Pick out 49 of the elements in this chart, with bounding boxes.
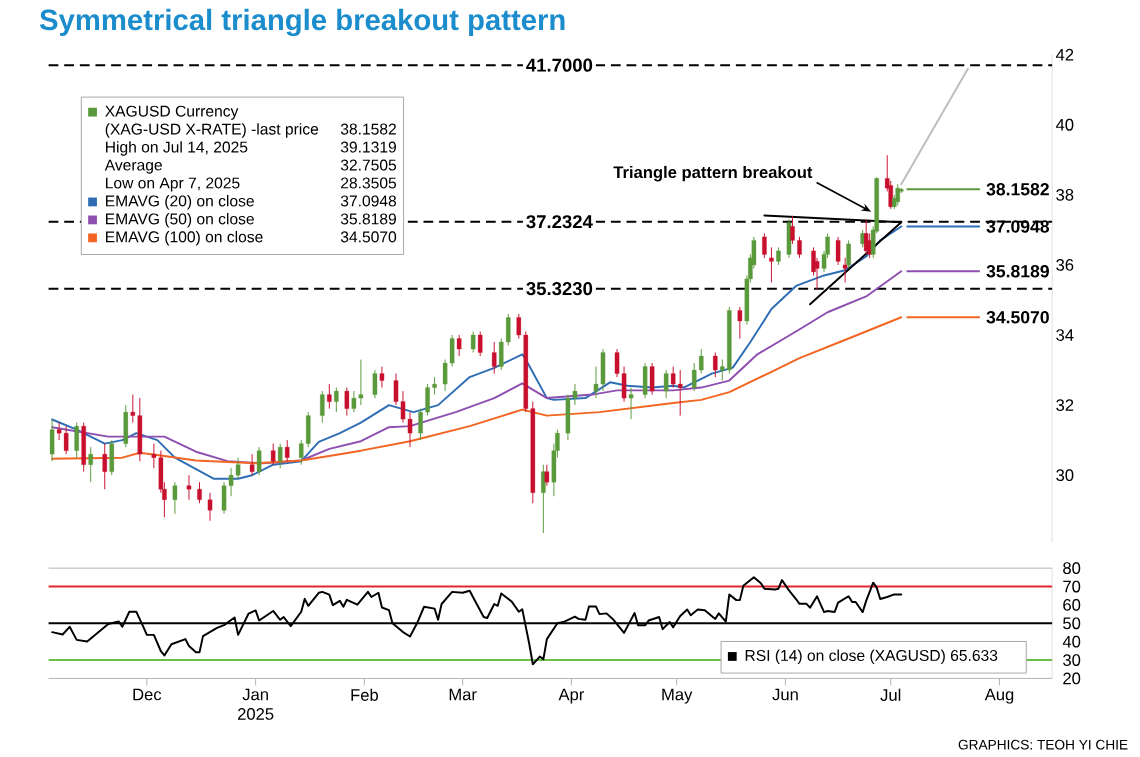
y-tick-label: 80	[1063, 562, 1081, 575]
ref-line-label: 41.7000	[526, 58, 593, 72]
text: GRAPHICS: TEOH YI CHIE	[958, 740, 1128, 750]
y-tick-label: 30	[1056, 469, 1074, 482]
y-tick-label: 60	[1063, 599, 1081, 612]
x-tick-label: May	[662, 688, 693, 704]
y-tick-label: 40	[1055, 119, 1074, 131]
x-tick-label: Aug	[984, 688, 1014, 704]
x-tick-label: Dec	[133, 688, 162, 701]
annotation: Average	[104, 159, 162, 174]
x-tick-label: Jul	[880, 688, 901, 702]
text: 34.5070	[340, 231, 397, 243]
ref-line-label: 35.3230	[526, 282, 593, 296]
chart-title: Symmetrical triangle breakout pattern	[39, 8, 565, 37]
annotation: 32.7505	[340, 159, 397, 171]
annotation: Low on Apr 7, 2025	[106, 177, 240, 192]
annotation: 38.1582	[340, 123, 396, 135]
annotation: Triangle pattern breakout	[613, 166, 813, 182]
x-tick-label: Jan 2025	[238, 688, 274, 721]
y-tick-label: 36	[1056, 259, 1074, 272]
legend-label: XAGUSD Currency	[105, 105, 239, 120]
x-tick-label: Jun	[772, 688, 798, 701]
y-tick-label: 40	[1062, 636, 1081, 648]
x-tick-label: Mar	[449, 688, 477, 701]
y-tick-label: 20	[1063, 672, 1081, 685]
legend-label: EMAVG (50) on close	[106, 213, 254, 228]
legend-label: EMAVG (20) on close	[106, 195, 254, 210]
ref-line-label: 37.2324	[526, 215, 593, 229]
x-tick-label: Apr	[558, 688, 585, 704]
data-label: 34.5070	[986, 311, 1049, 324]
y-tick-label: 70	[1063, 580, 1081, 593]
data-label: 35.8189	[986, 265, 1049, 278]
y-tick-label: 34	[1056, 329, 1074, 342]
annotation: 39.1319	[340, 141, 396, 153]
legend-label: RSI (14) on close (XAGUSD) 65.633	[745, 649, 998, 665]
legend-label: EMAVG (100) on close	[106, 231, 263, 246]
annotation: (XAG-USD X-RATE) -last price	[105, 123, 319, 138]
x-tick-label: Feb	[351, 688, 378, 702]
text: 38.1582	[986, 183, 1049, 196]
y-tick-label: 30	[1063, 654, 1081, 667]
text: 35.8189	[340, 213, 396, 225]
annotation: High on Jul 14, 2025	[106, 141, 248, 156]
y-tick-label: 50	[1063, 617, 1081, 630]
annotation: 28.3505	[341, 177, 397, 189]
data-label: 37.0948	[986, 220, 1050, 234]
y-tick-label: 42	[1055, 49, 1074, 61]
y-tick-label: 32	[1056, 399, 1074, 412]
text: 37.0948	[340, 195, 397, 207]
y-tick-label: 38	[1056, 189, 1074, 201]
